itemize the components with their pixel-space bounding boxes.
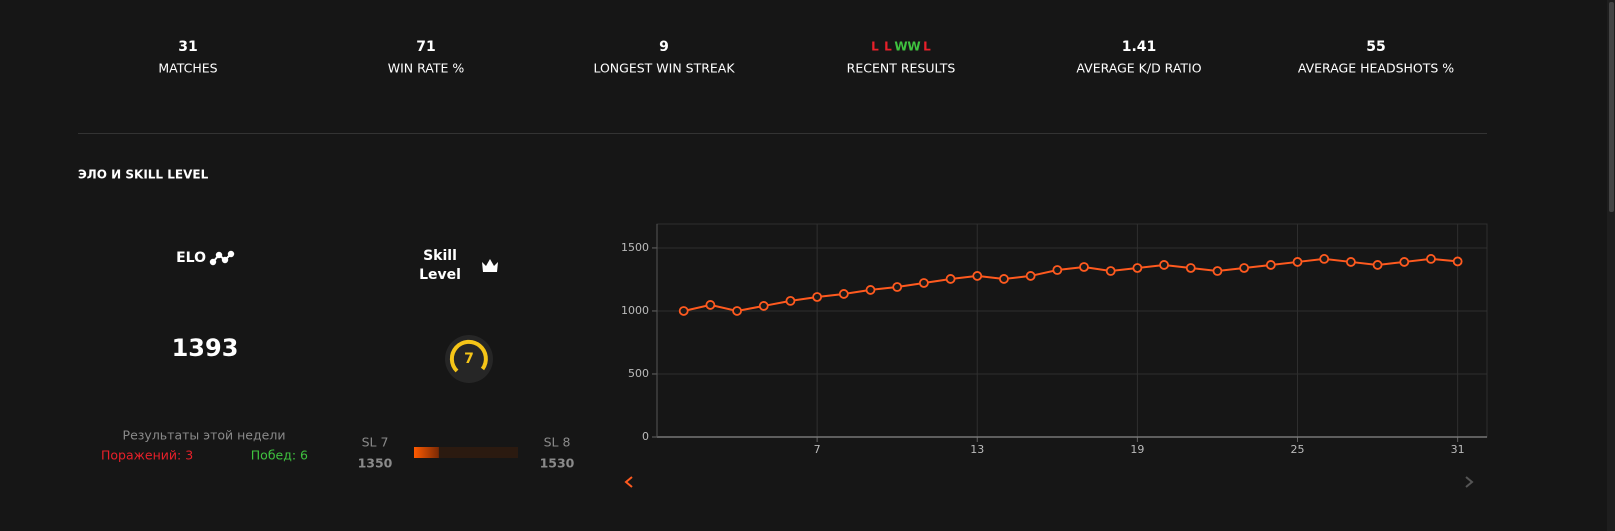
elo-point — [1025, 271, 1036, 281]
crown-icon — [482, 259, 498, 272]
elo-point — [758, 301, 769, 311]
elo-point — [1265, 260, 1276, 270]
elo-point — [1399, 257, 1410, 267]
elo-point — [1239, 263, 1250, 273]
recent-result: L — [871, 40, 879, 54]
skill-label: Skill — [423, 248, 457, 264]
x-tick-label: 25 — [1291, 443, 1305, 456]
elo-point — [1319, 254, 1330, 264]
stat-value: 1.41 — [1122, 39, 1157, 55]
recent-result: W — [907, 40, 920, 54]
skill-value: 7 — [464, 351, 474, 367]
next-arrow[interactable] — [1465, 476, 1474, 488]
stat-label: MATCHES — [158, 61, 217, 76]
progress-to-value: 1530 — [540, 456, 575, 471]
elo-point — [732, 306, 742, 316]
elo-point — [945, 274, 956, 284]
week-losses: Поражений: 3 — [101, 448, 193, 463]
elo-point — [1426, 254, 1436, 264]
elo-point — [1052, 265, 1063, 275]
elo-point — [999, 274, 1009, 284]
y-tick-label: 0 — [642, 430, 649, 443]
scrollbar-track — [1607, 0, 1615, 531]
skill-label: Level — [419, 267, 461, 283]
y-tick-label: 1000 — [621, 304, 649, 317]
y-tick-label: 1500 — [621, 241, 649, 254]
elo-value: 1393 — [172, 334, 239, 362]
elo-point — [1345, 257, 1356, 267]
skill-arc — [449, 339, 488, 373]
elo-point — [1105, 266, 1116, 276]
week-title: Результаты этой недели — [123, 428, 286, 443]
stat-label: WIN RATE % — [388, 61, 465, 76]
elo-point — [892, 282, 903, 292]
x-tick-label: 13 — [970, 443, 984, 456]
prev-arrow[interactable] — [624, 476, 633, 488]
recent-result: W — [894, 40, 907, 54]
progress-track — [414, 447, 518, 458]
elo-point — [972, 271, 983, 281]
elo-point — [1372, 260, 1383, 270]
stat-value: 9 — [659, 39, 669, 55]
elo-point — [918, 278, 929, 288]
elo-point — [1185, 263, 1196, 273]
elo-point — [1452, 256, 1463, 267]
progress-fill — [414, 447, 439, 458]
elo-point — [865, 285, 876, 295]
stat-value: 55 — [1366, 39, 1385, 55]
elo-point — [1132, 263, 1143, 273]
elo-point — [812, 292, 823, 302]
stat-value: 71 — [416, 39, 435, 55]
progress-from-value: 1350 — [358, 456, 393, 471]
progress-from-label: SL 7 — [362, 435, 389, 450]
recent-result: L — [923, 40, 931, 54]
stat-label: RECENT RESULTS — [847, 61, 956, 76]
x-tick-label: 7 — [814, 443, 821, 456]
elo-point — [838, 289, 849, 299]
elo-icon — [209, 250, 235, 266]
progress-to-label: SL 8 — [544, 435, 571, 450]
elo-label: ELO — [176, 250, 206, 266]
stat-label: AVERAGE HEADSHOTS % — [1298, 61, 1454, 76]
stat-label: LONGEST WIN STREAK — [593, 61, 735, 76]
elo-point — [785, 295, 796, 306]
elo-point — [1079, 262, 1089, 272]
elo-point — [1292, 257, 1303, 267]
week-wins: Побед: 6 — [251, 448, 308, 463]
stat-label: AVERAGE K/D RATIO — [1076, 61, 1201, 76]
elo-point — [678, 306, 689, 316]
x-tick-label: 31 — [1451, 443, 1465, 456]
elo-point — [1159, 260, 1169, 270]
elo-point — [1212, 266, 1223, 276]
section-title: ЭЛО И SKILL LEVEL — [78, 168, 209, 182]
stat-value: 31 — [178, 39, 197, 55]
y-tick-label: 500 — [628, 367, 649, 380]
scrollbar-thumb[interactable] — [1609, 2, 1614, 212]
recent-result: L — [884, 40, 892, 54]
elo-point — [705, 300, 716, 310]
x-tick-label: 19 — [1130, 443, 1144, 456]
